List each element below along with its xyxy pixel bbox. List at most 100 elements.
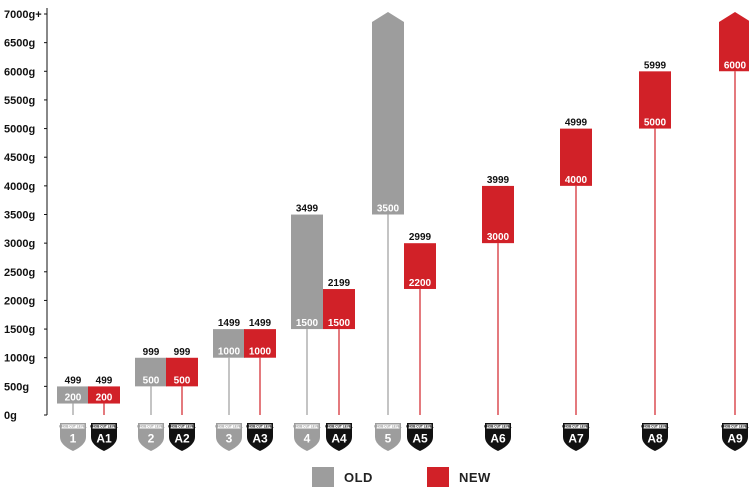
bar-high-label-A4: 2199 — [328, 278, 351, 289]
bar-A5 — [404, 243, 436, 289]
shield-icon: KNOB CUT LEVEL 1 — [59, 423, 87, 451]
shield-caption: KNOB CUT LEVEL — [293, 425, 321, 429]
shield-icon: KNOB CUT LEVEL 4 — [293, 423, 321, 451]
y-tick-label: 2000g — [4, 295, 35, 307]
shield-body — [642, 423, 668, 451]
shield-label-A1: A1 — [96, 432, 112, 446]
bar-high-label-A3: 1499 — [249, 318, 272, 329]
shield-label-4: 4 — [304, 432, 311, 446]
shield-label-A5: A5 — [412, 432, 428, 446]
shield-caption-band — [170, 424, 194, 429]
bar-low-label-A1: 200 — [96, 393, 113, 404]
shield-body — [407, 423, 433, 451]
bar-high-label-A7: 4999 — [565, 118, 588, 129]
shield-icon: KNOB CUT LEVEL A9 — [721, 423, 749, 451]
bar-high-label-A8: 5999 — [644, 60, 667, 71]
shield-caption-band — [61, 424, 85, 429]
shield-caption-band — [217, 424, 241, 429]
shield-icon: KNOB CUT LEVEL A3 — [246, 423, 274, 451]
legend-old: OLD — [312, 467, 373, 487]
shield-label-A3: A3 — [252, 432, 268, 446]
shield-caption: KNOB CUT LEVEL — [325, 425, 353, 429]
bar-low-label-A5: 2200 — [409, 278, 432, 289]
shield-icon: KNOB CUT LEVEL A1 — [90, 423, 118, 451]
bar-high-label-1: 499 — [65, 375, 82, 386]
bar-low-label-2: 500 — [143, 375, 160, 386]
bar-A7 — [560, 128, 592, 186]
shield-caption: KNOB CUT LEVEL — [90, 425, 118, 429]
y-tick-label: 6000g — [4, 66, 35, 78]
shield-caption-band — [376, 424, 400, 429]
bar-A3 — [244, 329, 276, 358]
shield-icon: KNOB CUT LEVEL 5 — [374, 423, 402, 451]
stems — [72, 71, 736, 415]
shield-label-A8: A8 — [647, 432, 663, 446]
bar-high-label-3: 1499 — [218, 318, 241, 329]
shield-caption: KNOB CUT LEVEL — [562, 425, 590, 429]
shield-caption-band — [486, 424, 510, 429]
shield-caption: KNOB CUT LEVEL — [59, 425, 87, 429]
shield-icon: KNOB CUT LEVEL A4 — [325, 423, 353, 451]
shield-label-3: 3 — [226, 432, 233, 446]
shield-icon: KNOB CUT LEVEL A6 — [484, 423, 512, 451]
y-tick-label: 2500g — [4, 267, 35, 279]
shield-label-A9: A9 — [727, 432, 743, 446]
y-axis: 0g 500g 1000g 1500g 2000g 2500g 3000g 3500g 4000… — [4, 8, 48, 422]
shield-caption: KNOB CUT LEVEL — [137, 425, 165, 429]
shield-label-A7: A7 — [568, 432, 584, 446]
bar-A8 — [639, 71, 671, 129]
shield-caption: KNOB CUT LEVEL — [374, 425, 402, 429]
legend-new: NEW — [427, 467, 491, 487]
bar-A4 — [323, 289, 355, 330]
shield-label-A2: A2 — [174, 432, 190, 446]
bar-low-label-4: 1500 — [296, 318, 319, 329]
y-tick-label: 7000g+ — [4, 9, 42, 21]
shield-body — [294, 423, 320, 451]
shield-body — [138, 423, 164, 451]
shield-label-1: 1 — [70, 432, 77, 446]
shield-label-A6: A6 — [490, 432, 506, 446]
shield-body — [169, 423, 195, 451]
shield-caption-band — [643, 424, 667, 429]
bar-low-label-1: 200 — [65, 393, 82, 404]
shield-caption: KNOB CUT LEVEL — [168, 425, 196, 429]
shield-label-5: 5 — [385, 432, 392, 446]
shield-label-2: 2 — [148, 432, 155, 446]
shield-caption-band — [295, 424, 319, 429]
shield-body — [485, 423, 511, 451]
shield-caption-band — [327, 424, 351, 429]
shield-caption-band — [564, 424, 588, 429]
shield-body — [60, 423, 86, 451]
bar-high-label-A5: 2999 — [409, 232, 432, 243]
bar-low-label-A8: 5000 — [644, 118, 667, 129]
shield-caption: KNOB CUT LEVEL — [215, 425, 243, 429]
shield-body — [326, 423, 352, 451]
y-tick-label: 6500g — [4, 38, 35, 50]
shield-caption: KNOB CUT LEVEL — [406, 425, 434, 429]
bar-5 — [372, 12, 404, 215]
shield-icon: KNOB CUT LEVEL A2 — [168, 423, 196, 451]
y-tick-label: 5500g — [4, 95, 35, 107]
bar-4 — [291, 214, 323, 330]
bar-A2 — [166, 357, 198, 387]
shield-body — [91, 423, 117, 451]
shield-caption: KNOB CUT LEVEL — [721, 425, 749, 429]
y-tick-label: 0g — [4, 410, 17, 422]
bar-high-label-A2: 999 — [174, 347, 191, 358]
shield-caption-band — [408, 424, 432, 429]
shield-icon: KNOB CUT LEVEL A7 — [562, 423, 590, 451]
legend: OLD NEW — [0, 467, 749, 491]
legend-new-swatch — [427, 467, 449, 487]
bar-high-label-A1: 499 — [96, 375, 113, 386]
bar-low-label-A4: 1500 — [328, 318, 351, 329]
bar-low-label-A7: 4000 — [565, 175, 588, 186]
shield-label-A4: A4 — [331, 432, 347, 446]
bar-3 — [213, 329, 245, 358]
y-tick-label: 1000g — [4, 353, 35, 365]
shield-body — [563, 423, 589, 451]
legend-old-label: OLD — [344, 469, 373, 485]
bar-low-label-A6: 3000 — [487, 232, 510, 243]
y-tick-label: 1500g — [4, 324, 35, 336]
bar-A6 — [482, 185, 514, 244]
bar-1 — [57, 386, 89, 404]
